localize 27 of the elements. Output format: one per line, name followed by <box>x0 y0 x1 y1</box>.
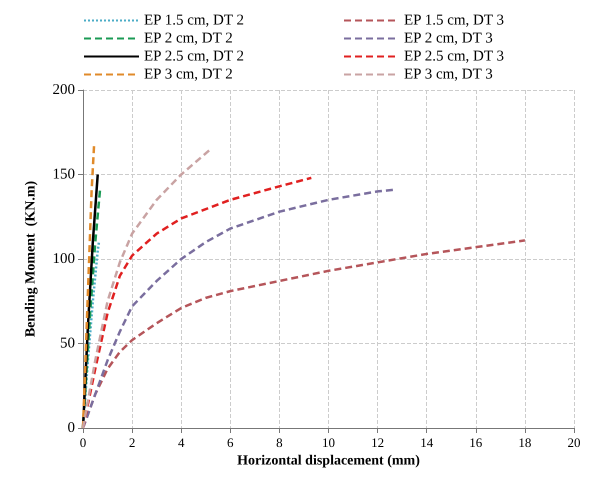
y-axis-title: Bending Moment (KN.m) <box>24 180 38 338</box>
legend-label: EP 1.5 cm, DT 2 <box>144 12 244 28</box>
x-axis-title: Horizontal displacement (mm) <box>237 453 420 468</box>
x-tick-label: 16 <box>469 435 483 450</box>
x-tick-label: 12 <box>371 435 384 450</box>
legend-label: EP 2.5 cm, DT 2 <box>144 48 244 64</box>
line-series <box>82 148 212 430</box>
x-tick-label: 14 <box>420 435 434 450</box>
y-tick-label: 200 <box>52 82 75 98</box>
legend-label: EP 2 cm, DT 3 <box>404 30 493 46</box>
y-tick-label: 100 <box>52 251 75 267</box>
x-tick-label: 6 <box>227 435 234 450</box>
legend-label: EP 3 cm, DT 3 <box>404 66 493 82</box>
x-tick-label: 4 <box>178 435 185 450</box>
x-tick-label: 20 <box>568 435 580 450</box>
x-tick-label: 10 <box>322 435 335 450</box>
legend-label: EP 1.5 cm, DT 3 <box>404 12 504 28</box>
x-tick-label: 18 <box>518 435 532 450</box>
y-tick-label: 150 <box>52 166 75 182</box>
x-tick-label: 8 <box>276 435 283 450</box>
y-tick-label: 50 <box>60 336 75 352</box>
y-tick-label: 0 <box>68 420 75 436</box>
x-tick-label: 2 <box>128 435 136 450</box>
legend-label: EP 2 cm, DT 2 <box>144 30 233 46</box>
legend-label: EP 3 cm, DT 2 <box>144 66 233 82</box>
x-tick-label: 0 <box>80 435 86 450</box>
legend-label: EP 2.5 cm, DT 3 <box>404 48 504 64</box>
